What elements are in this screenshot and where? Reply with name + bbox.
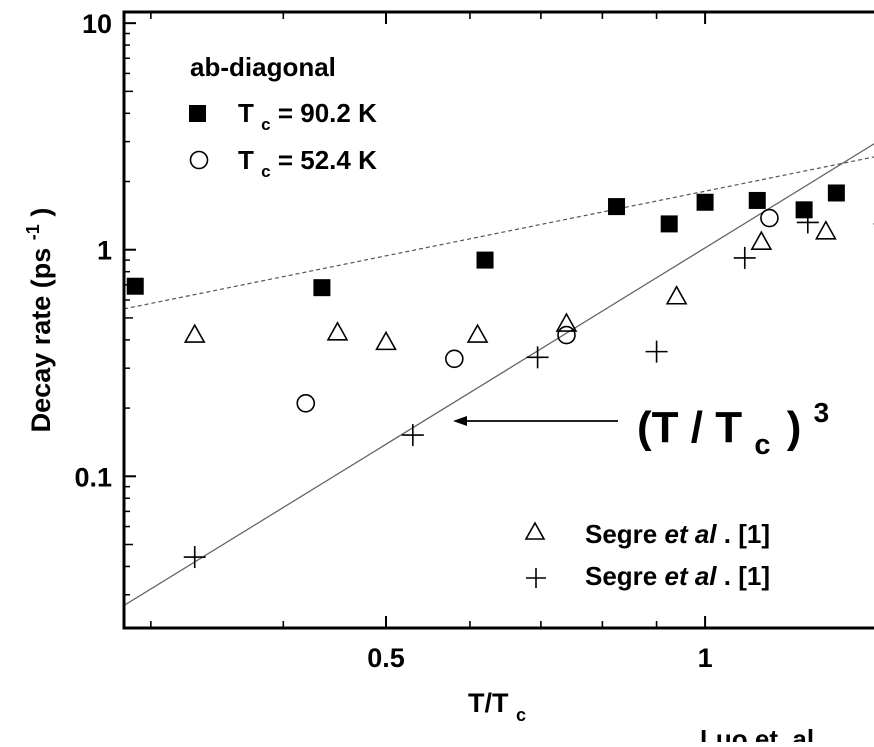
legend-label-tc-52-prefix: T bbox=[238, 145, 254, 175]
legend-marker-open-circle bbox=[189, 150, 209, 170]
legend-label-tc-52: T c = 52.4 K bbox=[238, 145, 377, 183]
open-circle-point bbox=[296, 393, 316, 413]
legend-label-segre-triangle-end: . [1] bbox=[724, 519, 770, 549]
legend-label-segre-triangle: Segre et al . [1] bbox=[585, 519, 770, 549]
power-law-annotation: (T / T c ) 3 bbox=[453, 397, 829, 464]
legend-label-tc-52-sub: c bbox=[261, 162, 270, 181]
filled-square-point bbox=[476, 251, 494, 269]
annotation-arrow-head bbox=[453, 416, 467, 426]
open-triangle-point bbox=[183, 323, 206, 343]
open-circle-point bbox=[557, 325, 576, 345]
open-circle-point bbox=[760, 208, 779, 228]
legend-label-tc-90-prefix: T bbox=[238, 98, 254, 128]
dashed-fit-line bbox=[124, 156, 874, 310]
filled-square-point bbox=[795, 201, 813, 219]
legend-label-tc-90: T c = 90.2 K bbox=[238, 98, 377, 136]
open-triangle-point bbox=[326, 321, 349, 341]
y-axis-title-sup: -1 bbox=[23, 224, 43, 240]
y-axis-title: Decay rate (ps -1 ) bbox=[15, 208, 56, 433]
y-axis-title-main: Decay rate (ps bbox=[26, 248, 56, 433]
legend-top: ab-diagonal T c = 90.2 K T c = 52.4 K bbox=[189, 52, 377, 183]
legend-label-tc-90-suffix: = 90.2 K bbox=[278, 98, 377, 128]
open-triangle-point bbox=[750, 230, 773, 250]
legend-label-segre-plus-text: Segre bbox=[585, 561, 665, 591]
legend-label-tc-90-sub: c bbox=[261, 115, 270, 134]
solid-fit-line bbox=[124, 143, 874, 607]
legend-heading: ab-diagonal bbox=[190, 52, 336, 82]
legend-label-segre-plus: Segre et al . [1] bbox=[585, 561, 770, 591]
plus-point bbox=[796, 211, 819, 234]
legend-label-tc-52-suffix: = 52.4 K bbox=[278, 145, 377, 175]
x-tick-label: 0.5 bbox=[367, 643, 405, 673]
filled-square-point bbox=[126, 277, 144, 295]
legend-marker-filled-square bbox=[189, 105, 206, 122]
y-tick-label: 0.1 bbox=[74, 462, 112, 492]
data-markers bbox=[126, 184, 874, 569]
plot-frame bbox=[122, 10, 874, 630]
plus-point bbox=[526, 346, 549, 369]
plus-point bbox=[183, 546, 206, 569]
filled-square-point bbox=[827, 184, 845, 202]
legend-label-segre-plus-italic: et al bbox=[665, 561, 718, 591]
y-tick-label: 1 bbox=[97, 236, 112, 266]
legend-bottom: Segre et al . [1] Segre et al . [1] bbox=[524, 519, 770, 591]
plus-point bbox=[401, 424, 424, 447]
annotation-text-open: (T / T bbox=[637, 403, 742, 452]
legend-label-segre-plus-end: . [1] bbox=[724, 561, 770, 591]
open-triangle-point bbox=[466, 323, 489, 343]
filled-square-point bbox=[696, 193, 714, 211]
y-tick-label: 10 bbox=[82, 9, 112, 39]
y-axis-title-end: ) bbox=[26, 208, 56, 217]
x-axis-title-main: T/T bbox=[468, 688, 509, 718]
legend-marker-open-triangle bbox=[524, 521, 546, 540]
annotation-text-sub: c bbox=[754, 429, 770, 461]
footer-citation: Luo et. al. ... bbox=[700, 724, 850, 742]
open-triangle-point bbox=[665, 285, 688, 305]
x-axis-title-sub: c bbox=[516, 705, 526, 725]
open-triangle-point bbox=[375, 330, 397, 351]
filled-square-point bbox=[748, 191, 766, 209]
filled-square-point bbox=[660, 215, 678, 233]
x-tick-label: 1 bbox=[698, 643, 713, 673]
plus-point bbox=[645, 340, 668, 363]
filled-square-point bbox=[313, 279, 331, 297]
filled-square-point bbox=[608, 198, 626, 216]
open-circle-point bbox=[445, 349, 464, 369]
annotation-text-close: ) bbox=[787, 403, 802, 452]
legend-label-segre-triangle-italic: et al bbox=[665, 519, 718, 549]
open-triangle-point bbox=[555, 312, 578, 332]
annotation-text-sup: 3 bbox=[814, 397, 830, 428]
annotation-text: (T / T c ) 3 bbox=[637, 397, 829, 464]
x-axis-title: T/T c bbox=[468, 688, 526, 725]
open-triangle-point bbox=[814, 220, 837, 240]
plus-point bbox=[733, 246, 756, 269]
plot-background bbox=[124, 12, 874, 628]
fit-lines bbox=[124, 143, 874, 607]
legend-label-segre-triangle-text: Segre bbox=[585, 519, 665, 549]
